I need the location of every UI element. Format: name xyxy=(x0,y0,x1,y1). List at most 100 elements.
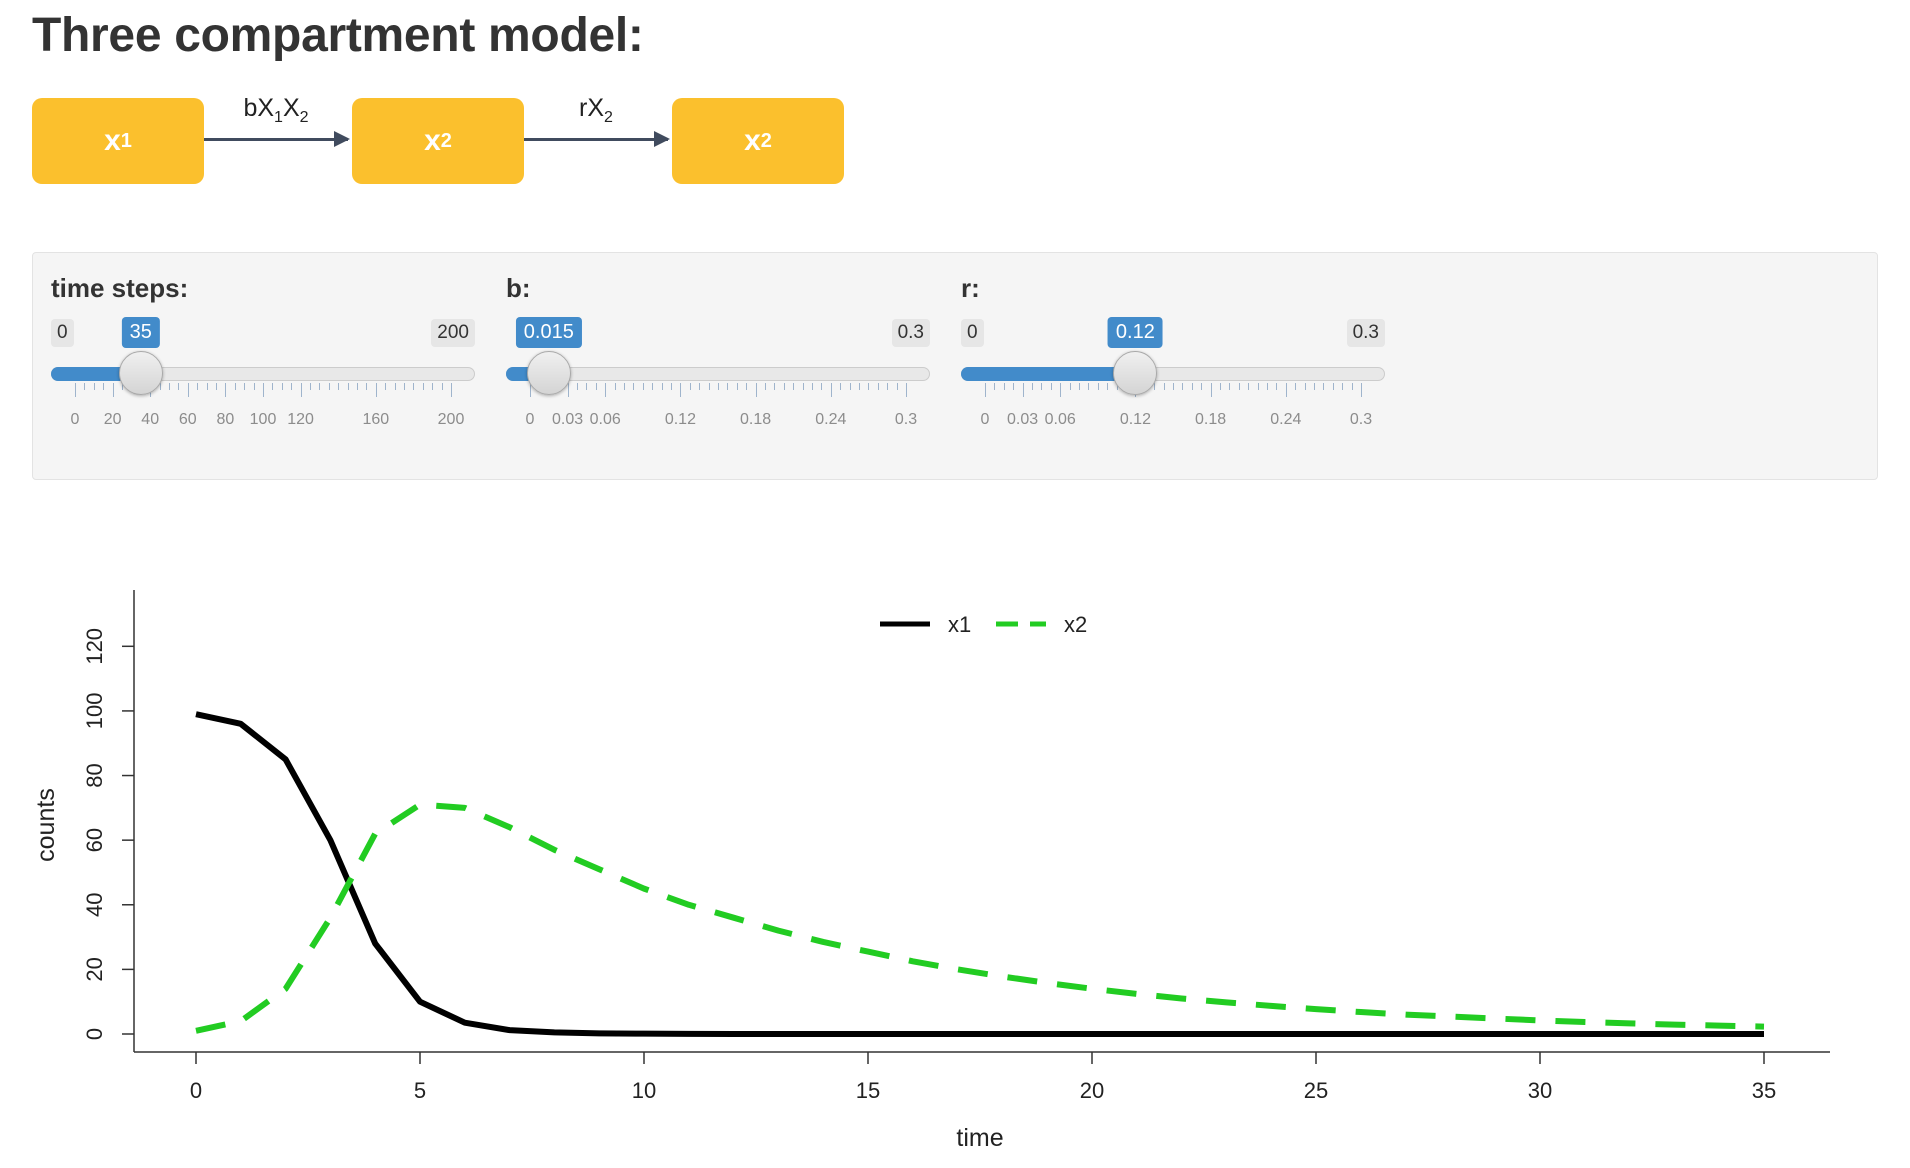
arrow-label-text: r xyxy=(579,94,588,122)
slider-minor-tick xyxy=(765,383,766,390)
slider-tick-label: 0.24 xyxy=(815,411,847,428)
line-chart: 0 5 10 15 20 25 30 35 0 20 40 60 80 100 120 time counts x… xyxy=(32,590,1830,1152)
slider-minor-tick xyxy=(1041,383,1043,390)
slider-tick-label: 120 xyxy=(287,411,314,428)
slider-tick-label: 0.18 xyxy=(740,411,772,428)
slider-minor-tick xyxy=(394,383,396,390)
slider-tick-label: 0.24 xyxy=(1270,411,1302,428)
slider-tick-label: 0.03 xyxy=(1007,411,1039,428)
slider-fill xyxy=(961,367,1136,381)
slider-minor-tick xyxy=(338,383,340,390)
slider-tick-label: 100 xyxy=(249,411,277,428)
legend-label-x1: x1 xyxy=(948,612,971,637)
slider-minor-tick xyxy=(253,383,255,390)
slider-handle[interactable] xyxy=(526,351,571,395)
y-tick-label: 0 xyxy=(82,1028,107,1040)
slider-value-badge: 0.12 xyxy=(1107,317,1163,348)
compartment-subscript: 1 xyxy=(120,129,132,152)
slider-major-tick xyxy=(985,383,986,397)
slider-handle[interactable] xyxy=(1113,351,1158,395)
slider-minor-tick xyxy=(1079,383,1080,390)
slider-minor-tick xyxy=(624,383,625,390)
arrow-label-text: X xyxy=(587,94,605,122)
slider-ticks xyxy=(33,383,493,403)
slider-minor-tick xyxy=(1220,383,1221,390)
x-axis-label: time xyxy=(956,1124,1003,1152)
slider-minor-tick xyxy=(1323,383,1325,390)
compartment-label: x xyxy=(424,124,441,157)
controls-panel: time steps: 0 200 35 0 20 40 60 80 100 120 160 2… xyxy=(32,252,1878,480)
slider-minor-tick xyxy=(1201,383,1203,390)
arrow-1 xyxy=(204,131,350,147)
slider-minor-tick xyxy=(1173,383,1174,390)
y-axis-label: counts xyxy=(32,788,60,862)
x-tick-label: 15 xyxy=(856,1078,880,1103)
slider-minor-tick xyxy=(422,383,424,390)
compartment-subscript: 2 xyxy=(760,129,772,152)
slider-minor-tick xyxy=(783,383,785,390)
slider-tick-label: 0.12 xyxy=(664,411,696,428)
slider-minor-tick xyxy=(736,383,738,390)
slider-minor-tick xyxy=(385,383,387,390)
slider-minor-tick xyxy=(1257,383,1259,390)
slider-minor-tick xyxy=(197,383,199,390)
slider-tick-label: 80 xyxy=(216,411,235,428)
slider-minor-tick xyxy=(159,383,161,390)
series-line-x2 xyxy=(195,801,1765,1034)
slider-minor-tick xyxy=(441,383,443,390)
slider-minor-tick xyxy=(178,383,180,390)
slider-minor-tick xyxy=(169,383,170,390)
slider-minor-tick xyxy=(586,383,588,390)
legend-label-x2: x2 xyxy=(1064,612,1087,637)
slider-r: r: 0 0.3 0.12 0 0.03 0.06 0.12 0.18 0.24 0.3 xyxy=(943,253,1385,481)
slider-minor-tick xyxy=(1304,383,1306,390)
arrow-label-subscript: 2 xyxy=(604,109,613,126)
slider-minor-tick xyxy=(802,383,804,390)
slider-tick-label: 0.12 xyxy=(1119,411,1151,428)
slider-minor-tick xyxy=(812,383,813,390)
slider-handle[interactable] xyxy=(118,351,163,395)
slider-tick-label: 0.18 xyxy=(1195,411,1227,428)
slider-tick-label: 0.3 xyxy=(1349,411,1373,428)
slider-minor-tick xyxy=(319,383,321,390)
slider-minor-tick xyxy=(840,383,842,390)
slider-tick-label: 60 xyxy=(178,411,197,428)
slider-major-tick xyxy=(830,383,832,397)
x-tick-label: 5 xyxy=(414,1078,426,1103)
slider-major-tick xyxy=(530,383,531,397)
slider-minor-tick xyxy=(244,383,246,390)
slider-tick-label: 0 xyxy=(525,411,535,428)
slider-tick-label: 160 xyxy=(362,411,390,428)
slider-minor-tick xyxy=(877,383,879,390)
slider-minor-tick xyxy=(1267,383,1268,390)
slider-minor-tick xyxy=(1163,383,1165,390)
slider-value-badge: 35 xyxy=(121,317,160,348)
slider-value-badge: 0.015 xyxy=(515,317,582,348)
slider-tick-label: 200 xyxy=(437,411,465,428)
arrow-label-text: X xyxy=(282,94,300,122)
y-tick-label: 20 xyxy=(82,957,107,981)
slider-major-tick xyxy=(680,383,682,397)
slider-b: b: 0.3 0.015 0 0.03 0.06 0.12 0.18 0.24 0.3 xyxy=(488,253,930,481)
x-tick-label: 10 xyxy=(632,1078,656,1103)
slider-label: b: xyxy=(506,273,531,303)
slider-minor-tick xyxy=(1154,383,1156,390)
slider-major-tick xyxy=(906,383,907,397)
slider-minor-tick xyxy=(216,383,217,390)
arrow-label-subscript: 1 xyxy=(274,109,283,126)
y-tick-label: 40 xyxy=(82,893,107,917)
x-tick-label: 0 xyxy=(190,1078,202,1103)
slider-minor-tick xyxy=(1229,383,1231,390)
slider-minor-tick xyxy=(699,383,701,390)
slider-major-tick xyxy=(375,383,377,397)
slider-minor-tick xyxy=(1248,383,1250,390)
slider-minor-tick xyxy=(1295,383,1297,390)
slider-minor-tick xyxy=(1191,383,1193,390)
slider-minor-tick xyxy=(206,383,208,390)
slider-minor-tick xyxy=(357,383,358,390)
slider-minor-tick xyxy=(642,383,644,390)
x-tick-label: 35 xyxy=(1752,1078,1776,1103)
slider-min-label: 0 xyxy=(961,319,984,347)
